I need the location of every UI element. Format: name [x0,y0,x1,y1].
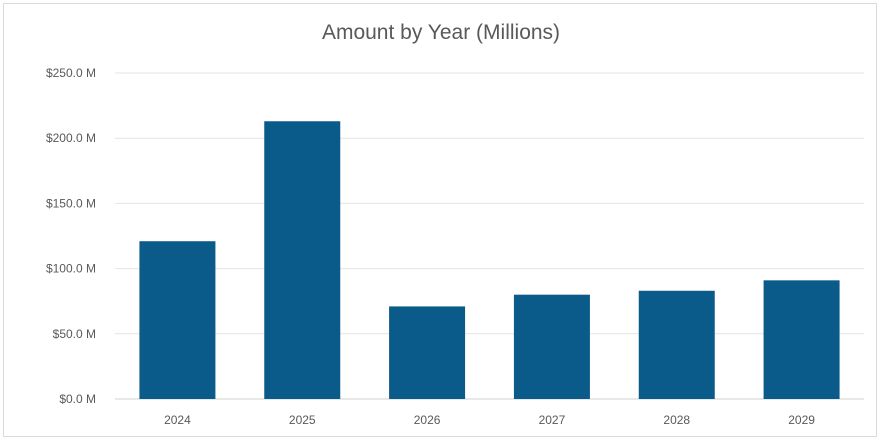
bar-2028[interactable] [638,290,715,399]
bar-2029[interactable] [763,280,840,399]
chart-title: Amount by Year (Millions) [321,21,561,44]
bar-2026[interactable] [389,306,466,399]
x-tick-label: 2025 [289,413,316,427]
y-tick-label: $250.0 M [46,66,96,80]
x-tick-label: 2027 [539,413,566,427]
x-tick-label: 2028 [663,413,690,427]
y-tick-label: $100.0 M [46,262,96,276]
y-tick-label: $50.0 M [53,327,96,341]
bar-2025[interactable] [264,121,341,400]
x-tick-label: 2026 [414,413,441,427]
bar-2027[interactable] [513,294,590,399]
y-tick-label: $0.0 M [59,392,96,406]
y-tick-label: $200.0 M [46,131,96,145]
bar-2024[interactable] [139,241,216,399]
x-tick-label: 2029 [788,413,815,427]
y-tick-label: $150.0 M [46,196,96,210]
x-tick-label: 2024 [164,413,191,427]
